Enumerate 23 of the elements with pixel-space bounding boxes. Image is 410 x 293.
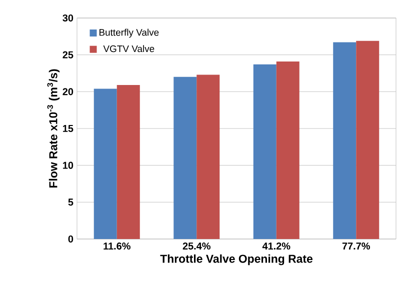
x-tick-label: 77.7%: [342, 242, 370, 250]
bar: [333, 42, 356, 239]
bar: [253, 64, 276, 239]
x-tick-label: 11.6%: [104, 242, 130, 250]
y-tick-label: 10: [63, 162, 74, 169]
x-axis-title: Throttle Valve Opening Rate: [160, 254, 313, 266]
bar: [116, 85, 140, 239]
bar: [196, 74, 220, 239]
y-tick-label: 15: [63, 125, 74, 132]
y-tick-label: 5: [68, 198, 74, 206]
y-axis-title: Flow Rate x10$^{-3}$ (m$^{3}$/s): [47, 69, 60, 188]
bar: [356, 40, 380, 239]
bar: [94, 88, 117, 239]
bar: [276, 61, 300, 239]
y-tick-label: 30: [62, 14, 74, 22]
y-tick-label: 20: [62, 88, 74, 96]
x-tick-label: 25.4%: [182, 242, 210, 250]
bar: [174, 76, 197, 239]
legend-label: VGTV Valve: [103, 45, 154, 52]
y-tick-label: 25: [62, 51, 74, 58]
x-tick-label: 41.2%: [262, 242, 290, 250]
y-tick-label: 0: [68, 235, 74, 243]
legend-label: Butterfly Valve: [100, 28, 159, 38]
